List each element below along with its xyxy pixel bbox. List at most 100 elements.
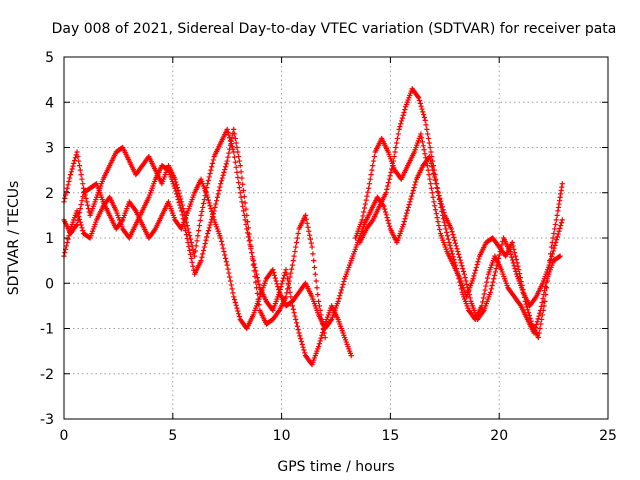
data-point-marker — [487, 289, 494, 295]
data-point-marker — [366, 181, 373, 187]
data-point-marker — [405, 204, 411, 211]
data-point-marker — [454, 246, 460, 252]
data-point-marker — [402, 216, 408, 222]
data-point-marker — [243, 221, 249, 228]
data-point-marker — [194, 238, 200, 244]
data-point-marker — [291, 310, 297, 316]
data-point-marker — [187, 247, 193, 254]
data-point-marker — [525, 307, 531, 313]
data-point-marker — [273, 278, 279, 284]
data-point-marker — [456, 254, 463, 260]
data-point-marker — [251, 268, 257, 274]
data-point-marker — [293, 320, 300, 326]
data-point-marker — [461, 271, 467, 277]
data-point-marker — [62, 250, 68, 256]
data-point-marker — [233, 140, 239, 146]
data-point-marker — [284, 286, 291, 292]
data-point-marker — [553, 237, 560, 243]
data-point-marker — [205, 177, 212, 183]
data-point-marker — [364, 193, 370, 199]
data-point-marker — [196, 228, 202, 234]
data-point-marker — [250, 262, 256, 268]
data-point-marker — [239, 175, 245, 181]
data-point-marker — [252, 273, 258, 280]
data-point-marker — [67, 172, 74, 178]
data-point-marker — [203, 237, 209, 243]
data-point-marker — [409, 190, 416, 196]
data-point-marker — [74, 149, 80, 155]
data-point-marker — [438, 198, 444, 204]
data-point-marker — [309, 244, 315, 250]
data-point-marker — [494, 262, 500, 268]
data-point-marker — [460, 265, 466, 272]
data-point-marker — [466, 291, 472, 298]
data-point-marker — [555, 231, 561, 237]
data-point-marker — [399, 115, 405, 121]
data-point-marker — [223, 161, 229, 167]
data-point-marker — [412, 182, 418, 188]
data-point-marker — [290, 306, 296, 312]
data-point-marker — [75, 153, 81, 160]
data-point-marker — [394, 140, 400, 146]
data-point-marker — [416, 95, 422, 101]
x-tick-label: 15 — [381, 428, 399, 444]
data-point-marker — [222, 164, 229, 170]
data-point-marker — [498, 245, 504, 251]
data-point-marker — [397, 123, 403, 130]
data-point-marker — [254, 290, 260, 297]
data-point-marker — [404, 207, 411, 213]
data-point-marker — [201, 244, 207, 250]
data-point-marker — [227, 278, 234, 284]
y-tick-label: 4 — [45, 95, 54, 111]
data-point-marker — [204, 234, 210, 240]
data-point-marker — [495, 259, 501, 265]
data-point-marker — [236, 153, 242, 160]
data-point-marker — [493, 265, 499, 272]
data-point-marker — [510, 260, 516, 266]
data-point-marker — [423, 122, 429, 128]
data-point-marker — [216, 187, 222, 194]
data-point-marker — [348, 353, 354, 359]
data-point-marker — [174, 194, 181, 200]
data-point-marker — [390, 158, 396, 164]
data-point-marker — [293, 244, 299, 250]
data-point-marker — [200, 251, 206, 257]
data-point-marker — [536, 313, 542, 319]
data-point-marker — [467, 295, 473, 301]
data-point-marker — [558, 222, 564, 229]
data-point-marker — [226, 132, 232, 138]
data-point-marker — [512, 265, 518, 272]
data-point-marker — [186, 243, 192, 250]
data-point-marker — [386, 176, 392, 182]
data-point-marker — [235, 149, 241, 155]
data-point-marker — [420, 109, 426, 115]
data-point-marker — [205, 194, 211, 200]
data-point-marker — [435, 190, 441, 196]
data-point-marker — [444, 233, 451, 239]
data-point-marker — [218, 178, 225, 184]
data-point-marker — [338, 287, 345, 293]
data-point-marker — [302, 212, 309, 218]
data-point-marker — [276, 286, 282, 293]
data-point-marker — [65, 182, 71, 188]
data-point-marker — [460, 268, 467, 274]
data-point-marker — [472, 267, 479, 273]
data-point-marker — [447, 242, 453, 248]
data-point-marker — [433, 176, 439, 182]
data-point-marker — [212, 204, 218, 211]
data-point-marker — [398, 118, 405, 124]
data-point-marker — [224, 126, 230, 132]
data-point-marker — [336, 295, 342, 302]
data-point-marker — [72, 155, 79, 161]
data-point-marker — [236, 179, 242, 186]
data-point-marker — [542, 288, 548, 294]
data-point-marker — [295, 230, 301, 237]
data-point-marker — [209, 208, 215, 215]
data-point-marker — [540, 295, 546, 302]
data-point-marker — [232, 135, 238, 142]
data-point-marker — [548, 244, 555, 250]
data-point-marker — [254, 274, 260, 281]
data-point-marker — [428, 181, 434, 187]
data-point-marker — [488, 286, 494, 292]
data-point-marker — [394, 135, 401, 142]
